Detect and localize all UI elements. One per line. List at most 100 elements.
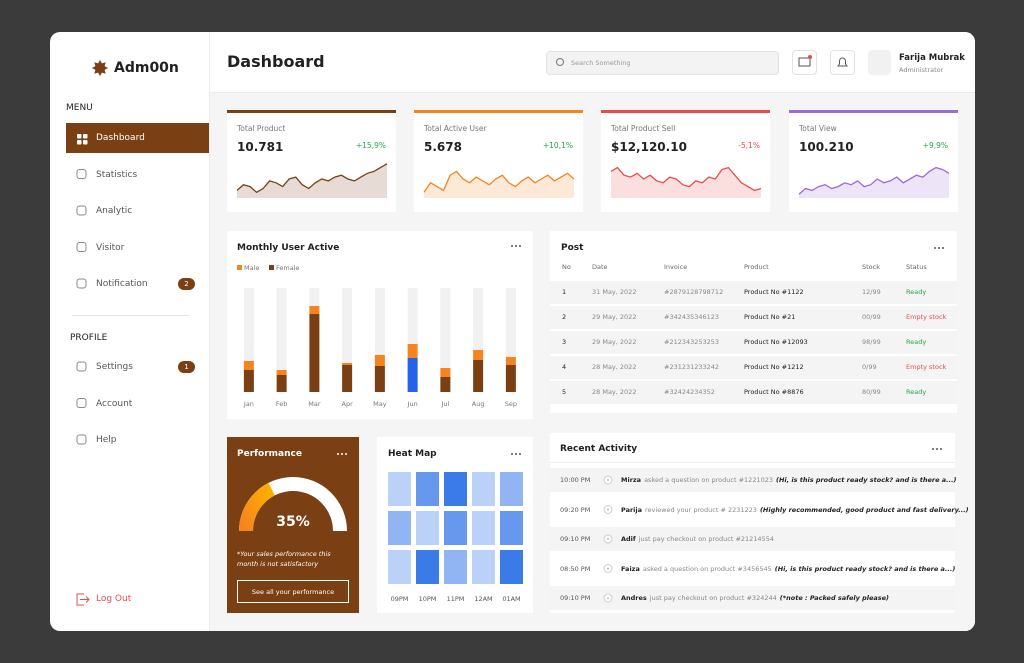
nav-label[interactable]: Help — [96, 435, 117, 445]
table-cell: Product No #1212 — [744, 363, 804, 371]
activity-quote: (Hi, is this product ready stock? and is… — [776, 476, 957, 484]
legend-label: Male — [244, 264, 260, 272]
avatar[interactable] — [868, 50, 891, 75]
nav-label[interactable]: Dashboard — [96, 133, 145, 143]
table-cell: 2 — [562, 313, 567, 321]
activity-name: Faiza — [621, 564, 640, 573]
column-header: Invoice — [664, 263, 688, 271]
stat-value: $12,120.10 — [611, 140, 687, 154]
table-row — [550, 305, 957, 329]
x-tick-label: May — [373, 400, 387, 408]
x-tick-label: Feb — [275, 400, 288, 408]
logout[interactable]: Log Out — [96, 594, 132, 604]
heat-column-label: 01AM — [502, 595, 521, 603]
performance-note: *Your sales performance this month is no… — [237, 550, 331, 568]
table-cell: Empty stock — [906, 363, 947, 371]
stat-change: -5,1% — [738, 141, 760, 150]
table-cell: #231231233242 — [664, 363, 720, 371]
stat-card — [601, 110, 770, 212]
table-cell: 98/99 — [862, 338, 881, 346]
table-cell: Product No #12093 — [744, 338, 808, 346]
x-tick-label: Aug — [471, 400, 485, 408]
activity-name: Mirza — [621, 476, 642, 484]
stat-change: +9,9% — [922, 141, 948, 150]
x-tick-label: Jul — [441, 400, 450, 408]
stat-value: 100.210 — [799, 140, 854, 154]
table-cell: 80/99 — [862, 388, 881, 396]
x-tick-label: Mar — [308, 400, 321, 408]
table-cell: #212343253253 — [664, 338, 720, 346]
table-cell: 29 May, 2022 — [592, 313, 637, 321]
nav-label[interactable]: Analytic — [96, 206, 133, 216]
activity-name: Adif — [621, 535, 636, 543]
activity-time: 08:50 PM — [560, 564, 591, 573]
activity-time: 09:20 PM — [560, 505, 591, 514]
performance-button[interactable] — [237, 580, 349, 603]
table-cell: Ready — [906, 338, 927, 346]
activity-text: Adif just pay checkout on product #212145… — [621, 531, 777, 547]
badge-count: 1 — [184, 363, 189, 371]
table-cell: 12/99 — [862, 288, 881, 296]
table-cell: Product No #1122 — [744, 288, 804, 296]
nav-label[interactable]: Statistics — [96, 169, 138, 180]
nav-item[interactable] — [66, 233, 209, 263]
nav-label[interactable]: Notification — [96, 279, 148, 289]
nav-label[interactable]: Settings — [96, 362, 133, 372]
card-title: Recent Activity — [560, 444, 638, 454]
x-tick-label: Jan — [243, 400, 254, 408]
heat-column-label: 12AM — [474, 595, 493, 603]
table-cell: 1 — [562, 288, 567, 296]
section-title: MENU — [66, 103, 93, 113]
nav-item[interactable] — [66, 389, 209, 419]
activity-action: just pay checkout on product #324244 — [649, 594, 777, 602]
page-title: Dashboard — [227, 52, 325, 71]
table-row — [550, 330, 957, 354]
table-cell: Product No #21 — [744, 313, 796, 321]
divider — [550, 462, 955, 463]
heat-column-label: 09PM — [390, 595, 409, 603]
activity-action: asked a question on product #3456545 — [642, 564, 772, 573]
table-cell: 28 May, 2022 — [592, 363, 637, 371]
activity-action: just pay checkout on product #21214554 — [638, 535, 774, 543]
table-cell: 31 May, 2022 — [592, 288, 637, 296]
table-row — [550, 280, 957, 304]
table-cell: Product No #8876 — [744, 388, 804, 396]
nav-item[interactable] — [66, 425, 209, 455]
search-placeholder: Search Something — [571, 59, 631, 67]
stat-value: 5.678 — [424, 140, 462, 154]
bell-button[interactable] — [830, 50, 855, 75]
sidebar-border — [209, 32, 210, 631]
heat-column-label: 10PM — [418, 595, 437, 603]
activity-text: Andres just pay checkout on product #3242… — [621, 590, 892, 606]
stat-label: Total View — [799, 124, 837, 133]
button-label[interactable]: See all your performance — [251, 587, 335, 596]
table-cell: #2879128798712 — [664, 288, 724, 296]
nav-item[interactable] — [66, 196, 209, 226]
nav-label[interactable]: Visitor — [96, 242, 125, 253]
chart-title: Monthly User Active — [237, 243, 340, 253]
table-cell: #32424234352 — [664, 388, 715, 396]
table-cell: #342435346123 — [664, 313, 720, 321]
activity-quote: (Highly recommended, good product and fa… — [759, 505, 969, 514]
table-cell: 29 May, 2022 — [592, 338, 637, 346]
stat-label: Total Product Sell — [611, 124, 676, 133]
stat-label: Total Active User — [424, 124, 487, 133]
search-box[interactable] — [546, 51, 779, 75]
column-header: Product — [744, 263, 769, 271]
table-cell: 3 — [562, 338, 567, 346]
activity-quote: (*note : Packed safely please) — [779, 594, 889, 602]
separator — [72, 315, 189, 316]
badge — [178, 361, 195, 373]
table-cell: 4 — [562, 363, 567, 371]
table-cell: 28 May, 2022 — [592, 388, 637, 396]
nav-active — [66, 123, 209, 153]
activity-action: asked a question on product #1221023 — [644, 476, 773, 484]
brand-name: Adm00n — [114, 60, 179, 76]
activity-action: reviewed your product # 2231223 — [645, 505, 757, 514]
table-row — [550, 355, 957, 379]
mail-button[interactable] — [792, 50, 817, 75]
nav-item[interactable] — [66, 160, 209, 190]
activity-row — [550, 468, 955, 492]
nav-label[interactable]: Account — [96, 398, 133, 409]
stat-label: Total Product — [237, 124, 286, 133]
